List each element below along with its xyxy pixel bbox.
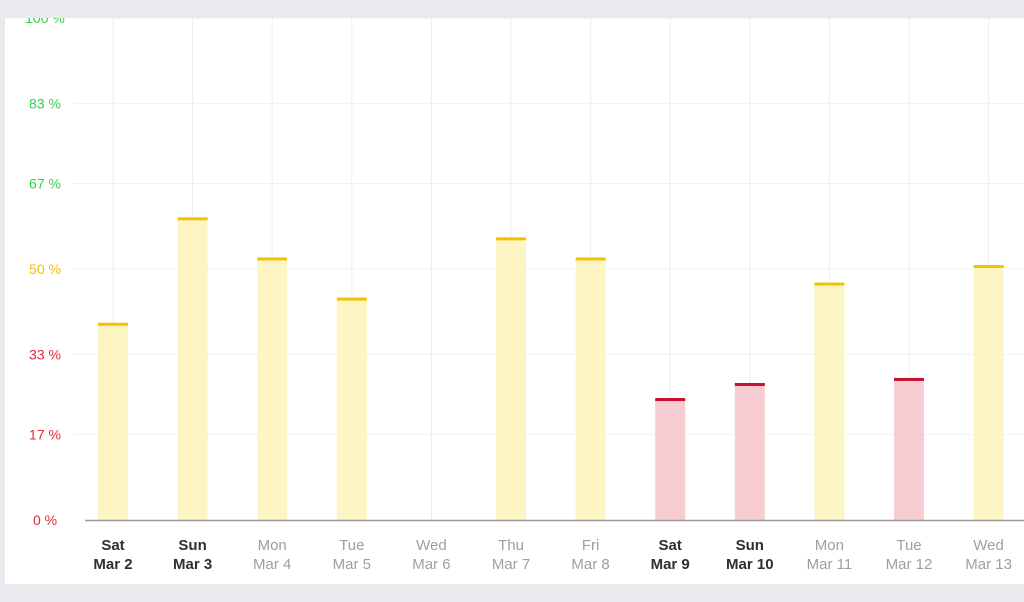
bar-cap xyxy=(814,282,845,286)
bar-cap xyxy=(336,297,367,301)
bar[interactable] xyxy=(496,238,526,520)
x-tick-day: Sun xyxy=(178,537,206,554)
x-tick-day: Tue xyxy=(896,537,921,554)
bar-cap xyxy=(655,398,686,402)
x-tick-day: Wed xyxy=(416,537,447,554)
x-tick-date: Mar 4 xyxy=(253,556,291,573)
x-tick-day: Tue xyxy=(339,537,364,554)
bar-cap xyxy=(496,237,526,241)
grid-lines xyxy=(73,18,1024,520)
x-tick-day: Wed xyxy=(973,537,1004,554)
x-tick-date: Mar 9 xyxy=(651,556,690,573)
bar[interactable] xyxy=(257,258,288,520)
x-tick-day: Sat xyxy=(101,537,124,554)
bar-cap xyxy=(177,217,208,221)
x-tick-date: Mar 2 xyxy=(93,556,132,573)
x-tick-date: Mar 11 xyxy=(807,556,853,573)
x-tick-date: Mar 12 xyxy=(886,556,933,573)
bar[interactable] xyxy=(98,324,128,520)
bar[interactable] xyxy=(734,384,765,520)
x-tick-date: Mar 6 xyxy=(412,556,450,573)
bars xyxy=(98,217,1004,521)
bar-cap xyxy=(894,377,924,381)
bar[interactable] xyxy=(336,299,367,520)
bar[interactable] xyxy=(575,258,606,520)
bar-cap xyxy=(575,257,606,261)
y-tick-label: 100 % xyxy=(25,18,65,26)
x-tick-date: Mar 7 xyxy=(492,556,530,573)
bar-cap xyxy=(734,382,765,386)
y-tick-label: 17 % xyxy=(29,427,61,443)
bar[interactable] xyxy=(655,399,686,520)
y-tick-label: 83 % xyxy=(29,95,61,111)
bar[interactable] xyxy=(814,284,845,520)
y-tick-label: 33 % xyxy=(29,346,61,362)
x-tick-date: Mar 8 xyxy=(571,556,609,573)
y-tick-label: 0 % xyxy=(33,512,57,528)
x-tick-day: Fri xyxy=(582,537,600,554)
x-tick-day: Thu xyxy=(498,537,524,554)
x-tick-date: Mar 5 xyxy=(333,556,371,573)
x-tick-day: Sun xyxy=(736,537,764,554)
bar-cap xyxy=(257,257,288,261)
bar-cap xyxy=(973,264,1004,268)
bar[interactable] xyxy=(973,266,1004,520)
x-tick-day: Mon xyxy=(815,537,844,554)
chart-panel: 0 % 17 % 33 % 50 % 67 % 83 % 100 % Sat Mar 2 Sun… xyxy=(5,18,1024,584)
bar[interactable] xyxy=(894,379,924,520)
x-tick-date: Mar 10 xyxy=(726,556,774,573)
bar[interactable] xyxy=(177,218,208,521)
y-tick-label: 67 % xyxy=(29,176,61,192)
bar-chart: 0 % 17 % 33 % 50 % 67 % 83 % 100 % Sat Mar 2 Sun… xyxy=(25,18,1024,573)
y-axis: 0 % 17 % 33 % 50 % 67 % 83 % 100 % xyxy=(25,18,65,528)
x-tick-date: Mar 3 xyxy=(173,556,212,573)
x-axis: Sat Mar 2 Sun Mar 3 Mon Mar 4 Tue Mar 5 Wed Mar 6… xyxy=(85,519,1024,573)
x-tick-date: Mar 13 xyxy=(965,556,1012,573)
x-tick-day: Mon xyxy=(258,537,287,554)
y-tick-label: 50 % xyxy=(29,261,61,277)
bar-cap xyxy=(98,322,128,326)
x-tick-day: Sat xyxy=(659,537,682,554)
